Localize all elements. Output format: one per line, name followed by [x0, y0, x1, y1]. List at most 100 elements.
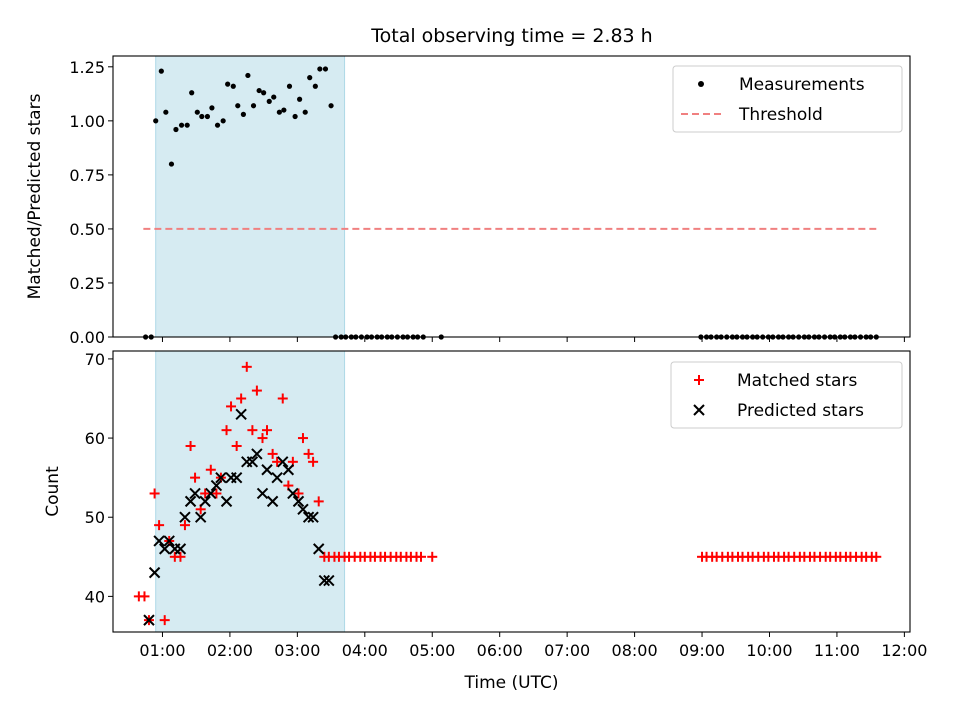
x-tick-label: 12:00 [881, 641, 927, 660]
matched-star-point [262, 425, 273, 436]
predicted-star-point [215, 471, 227, 484]
x-tick-label: 03:00 [274, 641, 320, 660]
x-stroke [230, 471, 243, 484]
x-stroke [199, 495, 211, 508]
matched-star-point [247, 425, 258, 436]
predicted-star-point [163, 535, 175, 547]
top-panel: 0.00 0.25 0.50 0.75 1.00 1.25 Matched/Predicte… [25, 55, 911, 347]
y-tick-label: 0.75 [69, 166, 105, 185]
x-stroke [256, 487, 269, 500]
y-tick-label: 40 [85, 587, 105, 606]
legend-marker-measurements [698, 81, 704, 87]
legend-marker-predicted [693, 404, 705, 416]
x-stroke [261, 464, 273, 476]
x-tick-label: 10:00 [746, 641, 792, 660]
matched-star-point [149, 488, 160, 499]
measurement-point [271, 94, 277, 100]
matched-star-point [241, 361, 252, 372]
predicted-star-point [210, 479, 223, 492]
measurement-point [256, 87, 262, 94]
measurement-point [261, 90, 267, 96]
x-stroke [143, 614, 155, 626]
x-tick-label: 01:00 [139, 641, 185, 660]
legend-box [670, 361, 903, 429]
matched-star-point [179, 520, 190, 531]
measurement-point [209, 105, 215, 111]
predicted-star-point [179, 511, 191, 523]
matched-star-point [175, 551, 186, 562]
matched-star-point [159, 615, 170, 626]
matched-star-point [185, 440, 196, 451]
measurement-point [168, 161, 175, 167]
predicted-star-point [261, 464, 273, 476]
measurement-point [204, 113, 211, 120]
axes-frame [112, 350, 911, 633]
measurement-point [281, 107, 287, 113]
matched-star-point [427, 551, 438, 562]
matched-star-point [272, 456, 283, 467]
predicted-star-point [194, 511, 207, 523]
predicted-star-point [153, 535, 165, 547]
x-axis-label: Time (UTC) [464, 673, 559, 693]
x-stroke [266, 495, 279, 508]
y-tick-label: 1.00 [69, 112, 105, 131]
predicted-star-point [199, 495, 211, 508]
bottom-panel: 40 50 60 70 01:00 02:00 03:00 04:00 05:00 06:00 07… [43, 350, 927, 693]
measurement-point [286, 83, 293, 89]
measurement-point [297, 96, 303, 102]
matched-star-point [416, 551, 427, 562]
y-tick-label: 1.25 [69, 58, 105, 77]
x-tick-label: 04:00 [342, 641, 388, 660]
legend-label: Matched stars [737, 371, 857, 391]
measurement-point [307, 75, 313, 81]
matched-star-point [200, 488, 211, 499]
measurement-point [214, 122, 221, 128]
measurement-point [163, 109, 169, 115]
x-stroke [318, 574, 331, 587]
y-tick-label: 0.50 [69, 220, 105, 239]
measurement-point [194, 109, 200, 115]
x-stroke [194, 511, 207, 523]
x-stroke [246, 456, 259, 468]
y-tick-label: 0.00 [69, 328, 105, 347]
x-stroke [174, 543, 187, 555]
predicted-star-point [235, 408, 247, 421]
matched-star-point [313, 496, 324, 507]
predicted-star-point [246, 456, 259, 468]
x-stroke [693, 404, 705, 416]
measurement-point [230, 83, 236, 89]
x-tick-label: 11:00 [814, 641, 860, 660]
x-stroke [313, 543, 325, 555]
predicted-star-point [307, 511, 319, 523]
x-stroke [148, 566, 161, 579]
x-stroke [282, 464, 295, 476]
measurement-point [240, 111, 246, 117]
predicted-star-point [292, 495, 305, 508]
matched-star-point [308, 456, 319, 467]
predicted-star-point [189, 487, 201, 500]
x-stroke [251, 448, 263, 460]
x-stroke [277, 456, 289, 468]
x-stroke [210, 479, 223, 492]
x-stroke [287, 487, 299, 500]
measurement-point [312, 83, 318, 89]
predicted-star-point [174, 543, 187, 555]
matched-star-point [236, 393, 247, 404]
measurement-point [189, 90, 195, 96]
x-stroke [184, 495, 197, 508]
x-stroke [297, 503, 309, 516]
measurement-point [328, 103, 334, 109]
matched-star-point [257, 433, 268, 444]
x-stroke [159, 543, 171, 555]
x-stroke [189, 487, 201, 500]
x-stroke [179, 511, 191, 523]
matched-star-point [293, 488, 304, 499]
matched-star-point [267, 448, 278, 459]
matched-star-point [211, 488, 222, 499]
y-tick-label: 70 [85, 350, 105, 369]
x-tick-label: 05:00 [409, 641, 455, 660]
x-stroke [271, 471, 283, 484]
y-tick-label: 60 [85, 429, 105, 448]
measurement-point [302, 109, 308, 115]
